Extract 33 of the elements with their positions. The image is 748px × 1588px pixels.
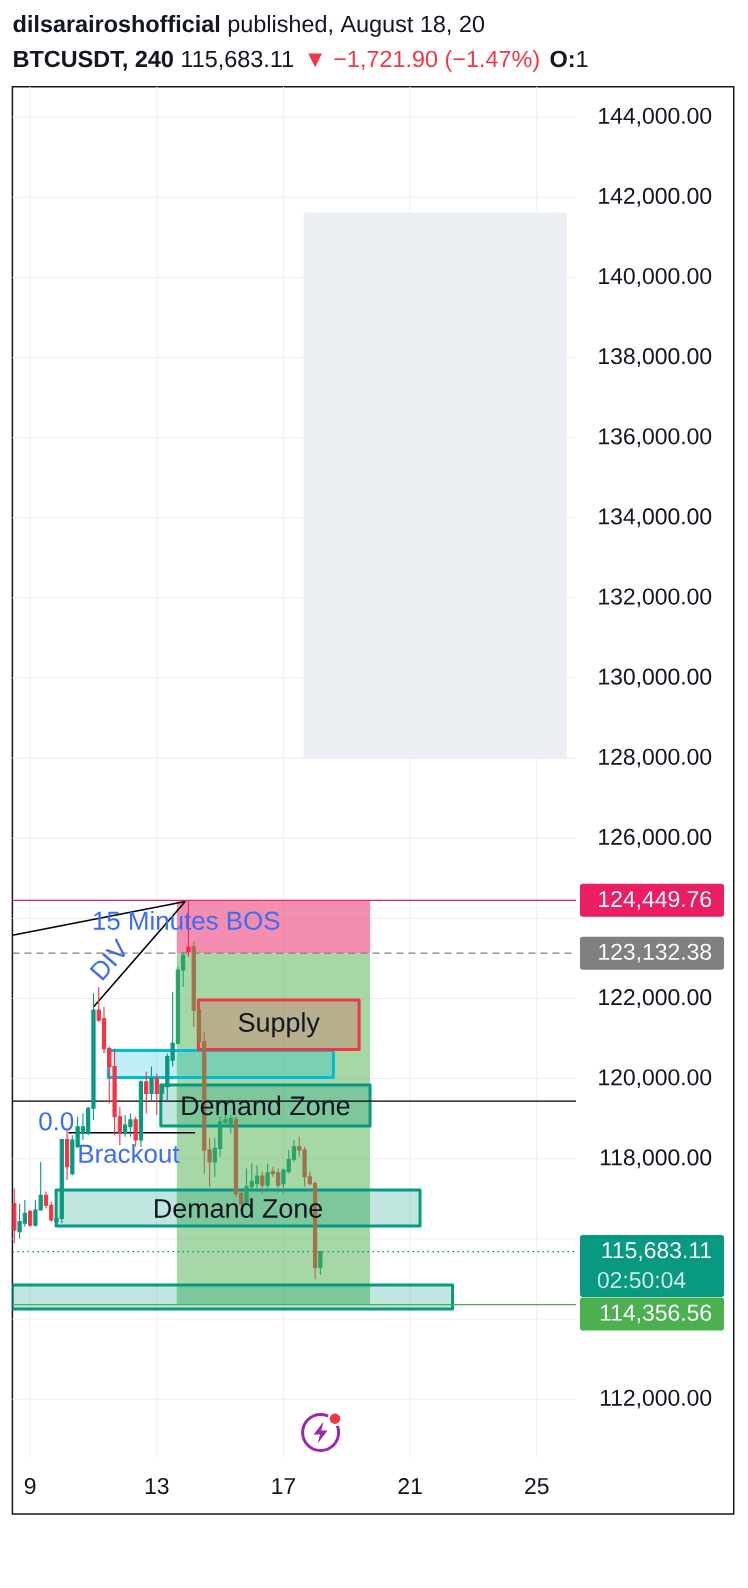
y-tick-label: 126,000.00 [599,828,712,848]
y-tick-label: 144,000.00 [599,107,712,127]
y-tick-label: 128,000.00 [599,748,712,768]
ref-line-label: 115,683.11 [602,1242,711,1262]
chart-title: dilsarairoshofficial published, August 18, 20 [13,15,485,37]
y-tick-label: 142,000.00 [599,187,712,207]
x-tick-label: 13 [145,1477,169,1495]
text: 02:50:04 [597,1271,686,1289]
x-tick-label: 9 [24,1477,36,1495]
y-tick-label: 118,000.00 [600,1149,712,1169]
series-label: Supply [238,1012,320,1038]
y-tick-label: 134,000.00 [599,508,712,528]
y-tick-label: 136,000.00 [599,428,712,448]
x-tick-label: 21 [398,1478,422,1495]
ref-line-label: 114,356.56 [600,1304,712,1324]
y-tick-label: 112,000.00 [600,1389,712,1409]
ref-line-label: 123,132.38 [599,943,712,963]
x-tick-label: 25 [525,1477,549,1495]
series-label: Demand Zone [155,1198,323,1218]
annotation: DIV [89,938,126,981]
y-tick-label: 140,000.00 [599,267,712,287]
text: ▼ −1,721.90 (−1.47%) [308,50,539,72]
y-tick-label: 120,000.00 [599,1069,712,1089]
x-tick-label: 17 [272,1478,296,1494]
text: O:1 [550,50,588,68]
ref-line-label: 124,449.76 [599,890,712,910]
y-tick-label: 138,000.00 [599,348,712,368]
y-tick-label: 130,000.00 [599,668,712,688]
y-tick-label: 122,000.00 [599,989,712,1008]
chart-subtitle: BTCUSDT, 240 115,683.11 [14,50,293,71]
y-tick-label: 132,000.00 [599,588,712,608]
annotation: Brackout [79,1143,180,1163]
annotation: 0.0 [39,1112,74,1131]
